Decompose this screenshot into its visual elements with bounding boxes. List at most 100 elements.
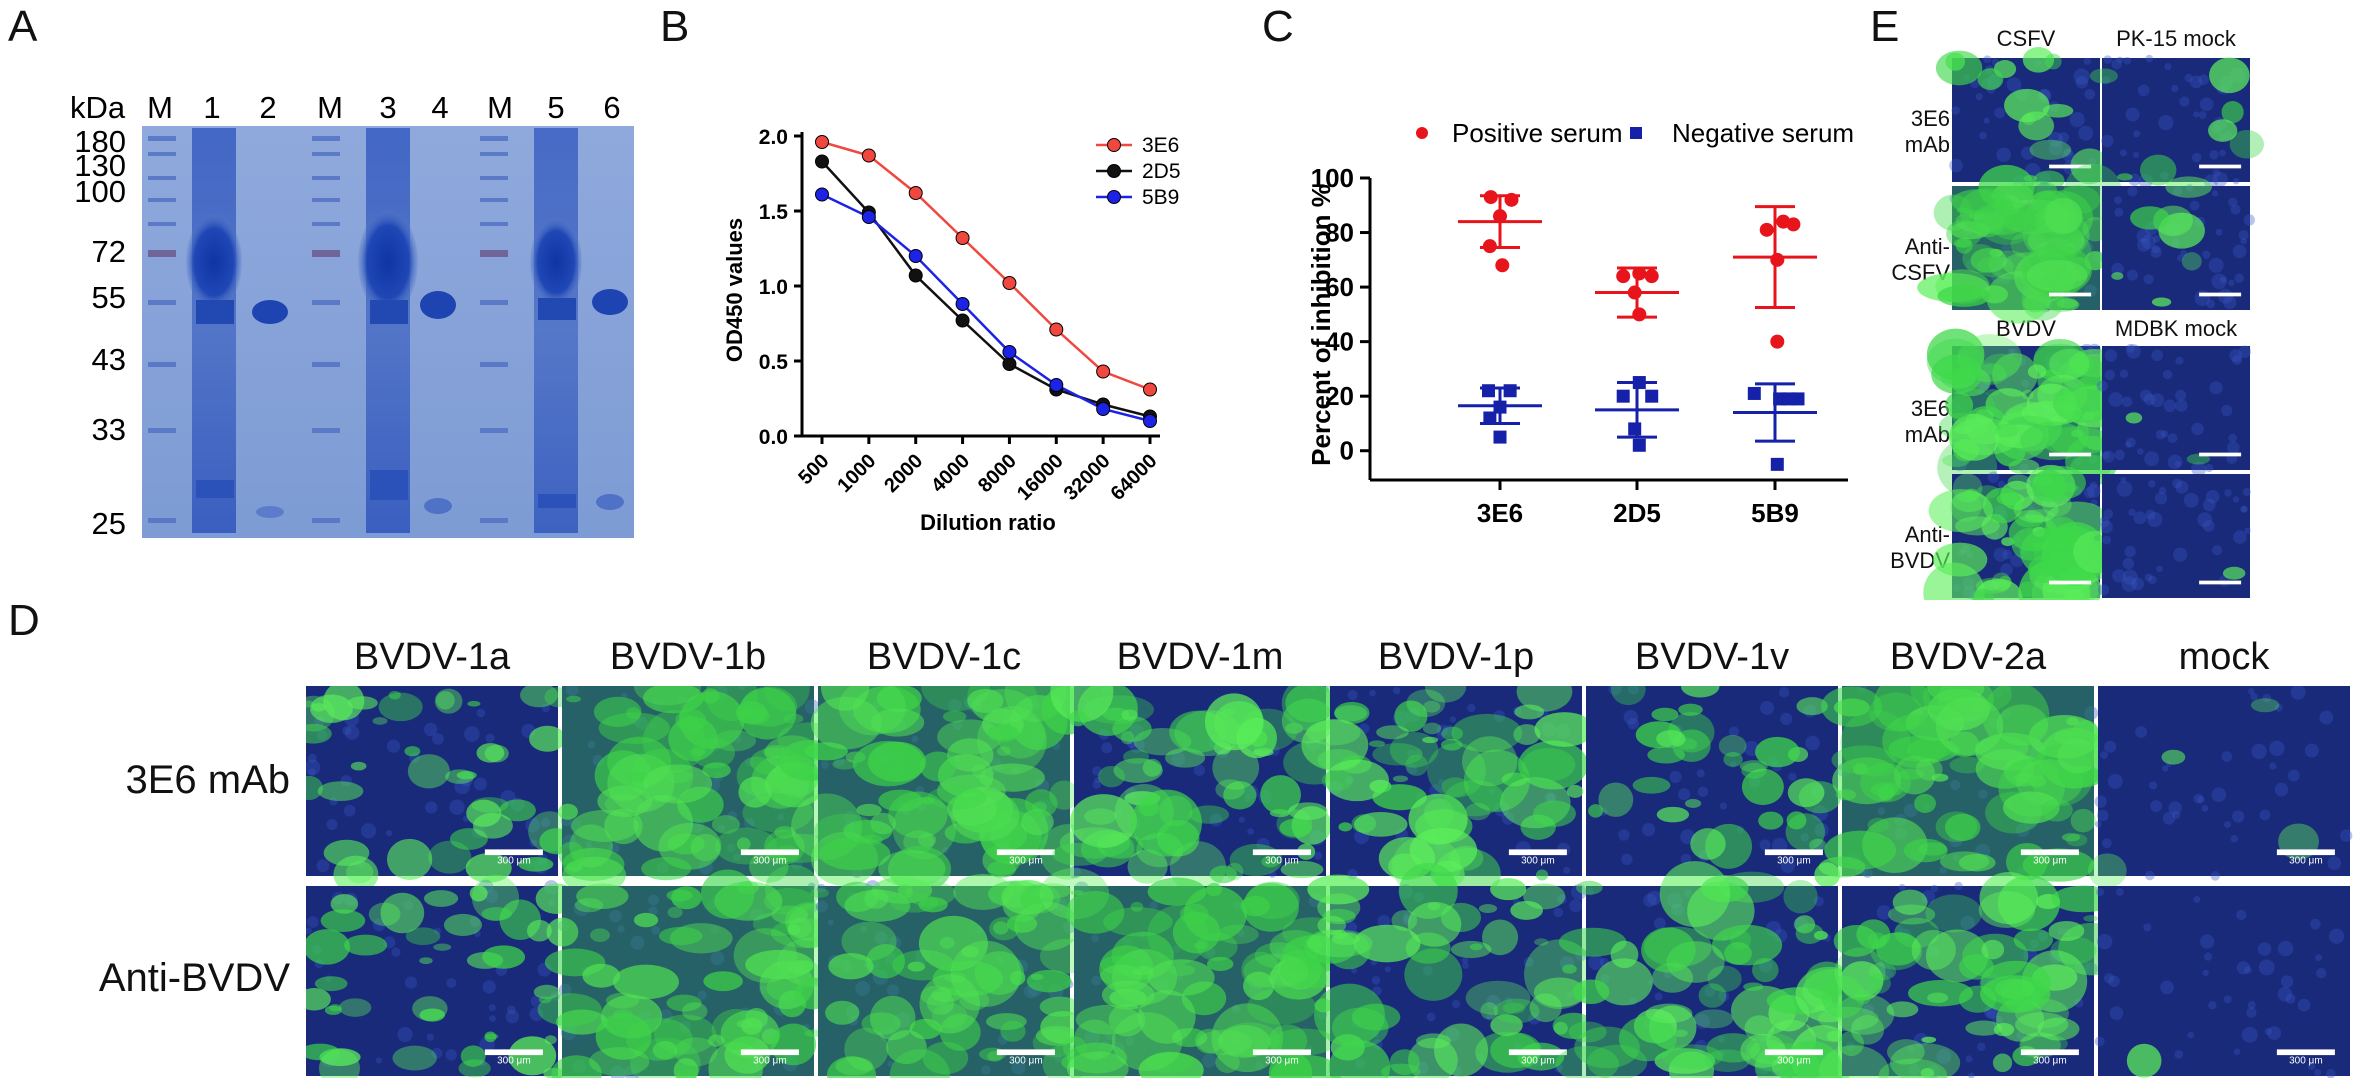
scale-bar-label: 300 μm xyxy=(1521,1055,1555,1066)
d-tile-0-7: 300 μm xyxy=(2088,686,2353,888)
panel-label-a: A xyxy=(8,2,38,51)
b-ylabel: OD450 values xyxy=(722,218,747,362)
c-legend-negative: Negative serum xyxy=(1672,118,1854,148)
gel-marker-100: 100 xyxy=(74,174,126,209)
b-xlabel: Dilution ratio xyxy=(920,510,1056,535)
d-row-3e6: 3E6 mAb xyxy=(125,758,290,802)
gel-marker-180: 180 xyxy=(74,124,126,159)
b-legend-marker xyxy=(1107,164,1121,178)
d-tile-0-2: 300 μm xyxy=(791,686,1097,892)
scale-bar xyxy=(2199,164,2242,169)
scale-bar xyxy=(1252,849,1311,856)
b-point-3e6 xyxy=(955,231,970,245)
scale-bar xyxy=(1508,849,1567,856)
scale-bar xyxy=(996,1049,1055,1056)
e-tile-6 xyxy=(1923,464,2120,600)
c-negative-point xyxy=(1628,422,1642,436)
b-series-line-2d5 xyxy=(821,160,1151,418)
c-positive-point xyxy=(1627,285,1642,300)
b-point-2d5 xyxy=(908,268,923,283)
d-tile-1-7: 300 μm xyxy=(2094,886,2350,1078)
inhibition-scatter-chart: Positive serum Negative serum 0 20 40 60 80 1… xyxy=(1306,118,1854,528)
b-xtick-label: 2000 xyxy=(880,450,927,497)
c-positive-point xyxy=(1786,217,1801,232)
b-point-3e6 xyxy=(908,186,923,200)
e-col-mdbk-mock: MDBK mock xyxy=(2114,316,2238,341)
c-positive-point xyxy=(1632,266,1647,281)
gel-lane-6: 6 xyxy=(603,90,620,125)
c-positive-point xyxy=(1770,334,1785,349)
b-point-2d5 xyxy=(955,313,970,328)
c-negative-point xyxy=(1493,400,1507,414)
d-tile-0-4: 300 μm xyxy=(1301,686,1595,901)
panel-label-e: E xyxy=(1870,2,1900,51)
b-legend-marker xyxy=(1107,138,1121,152)
d-tile-1-1: 300 μm xyxy=(537,864,847,1078)
scale-bar xyxy=(2020,1049,2079,1056)
d-col-bvdv-1v: BVDV-1v xyxy=(1634,636,1790,678)
scale-bar-label: 300 μm xyxy=(1265,1055,1299,1066)
gel-lane-3: 3 xyxy=(379,90,396,125)
gel-lane-2: 2 xyxy=(259,90,276,125)
e-tile-5 xyxy=(2096,343,2251,477)
scale-bar-label: 300 μm xyxy=(1521,855,1555,866)
c-legend-positive: Positive serum xyxy=(1452,118,1623,148)
d-col-bvdv-1a: BVDV-1a xyxy=(353,636,511,678)
scale-bar xyxy=(484,849,543,856)
panel-label-c: C xyxy=(1262,2,1294,51)
b-point-3e6 xyxy=(815,135,829,149)
b-point-3e6 xyxy=(861,148,876,163)
c-legend-positive-marker xyxy=(1416,127,1428,139)
scale-bar-label: 300 μm xyxy=(753,855,787,866)
gel-marker-43: 43 xyxy=(92,342,126,377)
gel-marker-72: 72 xyxy=(92,234,126,269)
gel-lane-1: 1 xyxy=(203,90,220,125)
e-tile-7 xyxy=(2097,474,2251,598)
b-series-line-3e6 xyxy=(821,140,1151,391)
d-tile-1-4: 300 μm xyxy=(1304,862,1595,1078)
c-positive-point xyxy=(1504,192,1519,207)
d-col-bvdv-1p: BVDV-1p xyxy=(1377,636,1535,678)
scale-bar xyxy=(2049,292,2092,297)
c-negative-point xyxy=(1791,392,1805,406)
b-xtick-label: 32000 xyxy=(1060,450,1115,505)
scale-bar-label: 300 μm xyxy=(1009,855,1043,866)
d-col-bvdv-1m: BVDV-1m xyxy=(1116,636,1284,678)
panel-d-columns: BVDV-1a BVDV-1b BVDV-1c BVDV-1m BVDV-1p … xyxy=(306,636,2360,686)
scale-bar-label: 300 μm xyxy=(1777,1055,1811,1066)
c-positive-point xyxy=(1632,307,1647,322)
e-micrograph-grid xyxy=(1917,47,2265,600)
gel-marker-33: 33 xyxy=(92,412,126,447)
d-tile-0-5: 300 μm xyxy=(1586,686,1841,888)
b-legend-5b9: 5B9 xyxy=(1142,186,1179,209)
c-negative-point xyxy=(1493,430,1507,444)
c-ytick-label: 0 xyxy=(1340,436,1354,466)
c-ytick-label: 80 xyxy=(1325,218,1354,248)
b-point-5b9 xyxy=(908,249,923,263)
b-xtick-label: 4000 xyxy=(927,450,974,497)
e-tile-0 xyxy=(1935,47,2110,191)
b-xtick-label: 500 xyxy=(794,450,833,489)
scale-bar xyxy=(2020,849,2079,856)
d-tile-1-6: 300 μm xyxy=(1817,871,2125,1078)
b-ytick-label: 0.5 xyxy=(759,351,789,374)
c-positive-point xyxy=(1483,190,1498,205)
d-col-bvdv-1c: BVDV-1c xyxy=(866,636,1022,678)
b-point-3e6 xyxy=(1143,382,1157,397)
c-xtick-label: 2D5 xyxy=(1613,498,1661,528)
d-col-bvdv-1b: BVDV-1b xyxy=(609,636,767,678)
scale-bar xyxy=(2199,452,2242,457)
d-row-anti-bvdv: Anti-BVDV xyxy=(98,956,290,1000)
b-ytick-label: 1.5 xyxy=(759,201,789,224)
b-point-5b9 xyxy=(1143,414,1157,428)
d-tile-0-0: 300 μm xyxy=(306,686,574,894)
c-positive-point xyxy=(1759,222,1774,237)
scale-bar-label: 300 μm xyxy=(497,1055,531,1066)
c-negative-point xyxy=(1482,384,1495,398)
b-point-2d5 xyxy=(815,154,829,169)
e-tile-1 xyxy=(2089,54,2265,189)
scale-bar xyxy=(2199,580,2242,585)
b-legend-2d5: 2D5 xyxy=(1142,160,1181,183)
c-negative-point xyxy=(1616,389,1630,403)
